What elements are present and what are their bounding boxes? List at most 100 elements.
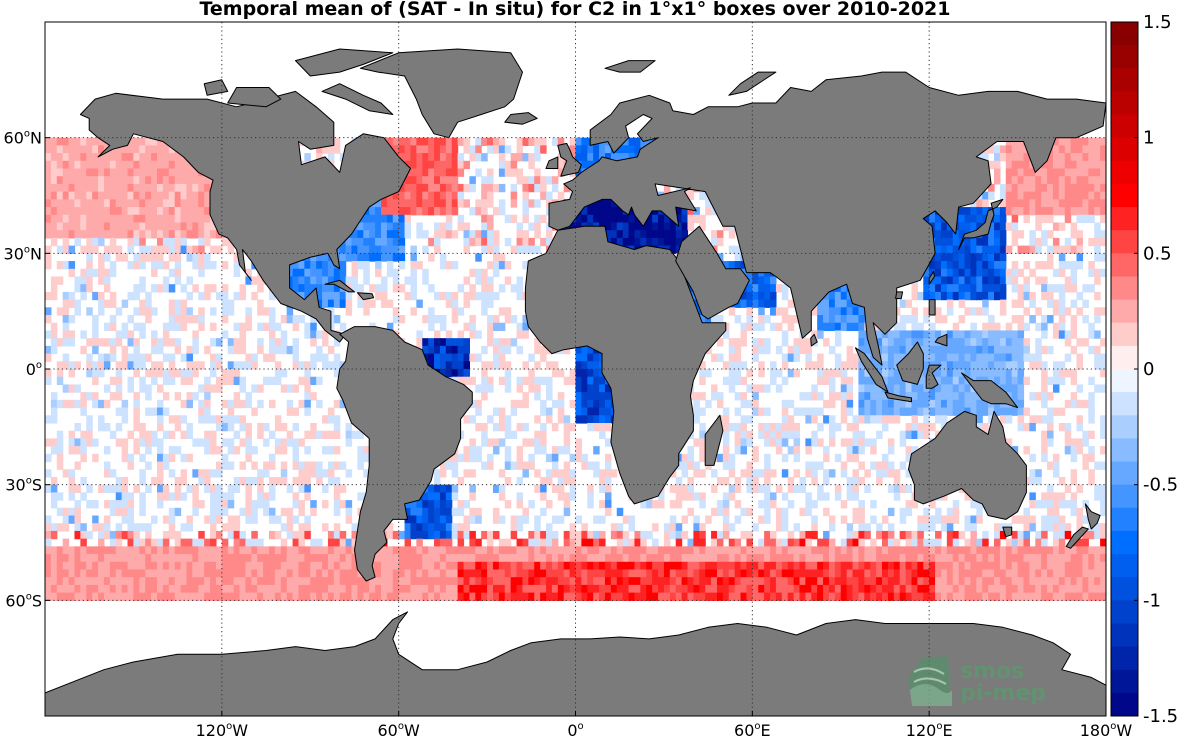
anomaly-cell <box>1052 245 1060 254</box>
anomaly-cell <box>911 392 918 401</box>
anomaly-cell <box>887 345 895 355</box>
anomaly-cell <box>74 176 81 185</box>
anomaly-cell <box>133 261 140 270</box>
anomaly-cell <box>852 438 860 447</box>
anomaly-cell <box>1058 153 1066 162</box>
anomaly-cell <box>263 307 270 316</box>
anomaly-cell <box>716 237 724 247</box>
anomaly-cell <box>162 214 170 224</box>
anomaly-cell <box>999 214 1007 224</box>
anomaly-cell <box>687 207 694 216</box>
anomaly-cell <box>764 315 771 324</box>
anomaly-cell <box>463 453 470 463</box>
anomaly-cell <box>469 291 476 301</box>
anomaly-cell <box>1076 230 1084 239</box>
anomaly-cell <box>233 261 241 270</box>
anomaly-cell <box>752 299 759 308</box>
anomaly-cell <box>905 384 913 393</box>
anomaly-cell <box>492 230 500 239</box>
anomaly-cell <box>268 484 276 493</box>
anomaly-cell <box>716 353 724 362</box>
anomaly-cell <box>669 222 677 231</box>
anomaly-cell <box>434 183 441 193</box>
anomaly-cell <box>534 484 541 493</box>
anomaly-cell <box>828 369 836 378</box>
anomaly-cell <box>587 461 594 470</box>
anomaly-cell <box>534 245 541 254</box>
anomaly-cell <box>1017 145 1025 154</box>
anomaly-cell <box>1088 453 1095 463</box>
anomaly-cell <box>439 345 447 355</box>
anomaly-cell <box>1023 199 1030 208</box>
anomaly-cell <box>145 253 152 262</box>
anomaly-cell <box>1011 237 1019 247</box>
anomaly-cell <box>162 199 170 208</box>
anomaly-cell <box>375 253 382 262</box>
anomaly-cell <box>174 199 182 208</box>
anomaly-cell <box>487 376 494 386</box>
anomaly-cell <box>1047 230 1054 239</box>
anomaly-cell <box>50 230 58 239</box>
anomaly-cell <box>487 230 494 239</box>
anomaly-cell <box>168 153 176 162</box>
anomaly-cell <box>946 407 954 416</box>
anomaly-cell <box>151 307 158 316</box>
anomaly-cell <box>86 160 93 170</box>
anomaly-cell <box>127 353 135 362</box>
anomaly-cell <box>1088 191 1095 200</box>
anomaly-cell <box>327 268 335 278</box>
anomaly-cell <box>858 438 865 447</box>
anomaly-cell <box>298 484 305 493</box>
anomaly-cell <box>1017 299 1025 308</box>
anomaly-cell <box>109 237 117 247</box>
anomaly-cell <box>280 476 288 486</box>
anomaly-cell <box>1070 176 1078 185</box>
anomaly-cell <box>227 338 235 347</box>
anomaly-cell <box>439 176 447 185</box>
anomaly-cell <box>964 268 972 278</box>
anomaly-cell <box>1052 183 1060 193</box>
anomaly-cell <box>162 230 170 239</box>
anomaly-cell <box>1035 338 1042 347</box>
anomaly-cell <box>557 446 565 455</box>
anomaly-cell <box>103 469 111 478</box>
anomaly-cell <box>1094 222 1101 231</box>
anomaly-cell <box>994 230 1001 239</box>
anomaly-cell <box>923 392 930 401</box>
anomaly-cell <box>923 353 930 362</box>
anomaly-cell <box>133 237 140 247</box>
anomaly-cell <box>316 276 323 285</box>
anomaly-cell <box>304 153 311 162</box>
anomaly-cell <box>487 453 494 463</box>
anomaly-cell <box>1041 199 1048 208</box>
anomaly-cell <box>699 438 706 447</box>
anomaly-cell <box>1023 214 1030 224</box>
anomaly-cell <box>357 261 364 270</box>
anomaly-cell <box>994 245 1001 254</box>
anomaly-cell <box>386 299 394 308</box>
anomaly-cell <box>646 137 653 146</box>
anomaly-cell <box>787 345 795 355</box>
anomaly-cell <box>357 253 364 262</box>
map-title: Temporal mean of (SAT - In situ) for C2 … <box>199 0 950 20</box>
anomaly-cell <box>1094 160 1101 170</box>
anomaly-cell <box>1082 453 1089 463</box>
anomaly-cell <box>923 399 930 409</box>
anomaly-cell <box>156 446 164 455</box>
anomaly-cell <box>929 330 936 339</box>
anomaly-cell <box>68 484 76 493</box>
anomaly-cell <box>345 438 353 447</box>
anomaly-cell <box>1088 199 1095 208</box>
anomaly-cell <box>610 222 618 231</box>
anomaly-cell <box>92 237 99 247</box>
anomaly-cell <box>80 230 87 239</box>
anomaly-cell <box>322 284 329 293</box>
anomaly-cell <box>581 399 588 409</box>
anomaly-cell <box>286 484 294 493</box>
anomaly-cell <box>292 361 300 370</box>
anomaly-cell <box>828 345 836 355</box>
anomaly-cell <box>251 476 258 486</box>
anomaly-cell <box>1017 407 1025 416</box>
anomaly-cell <box>587 145 594 154</box>
anomaly-cell <box>103 222 111 231</box>
